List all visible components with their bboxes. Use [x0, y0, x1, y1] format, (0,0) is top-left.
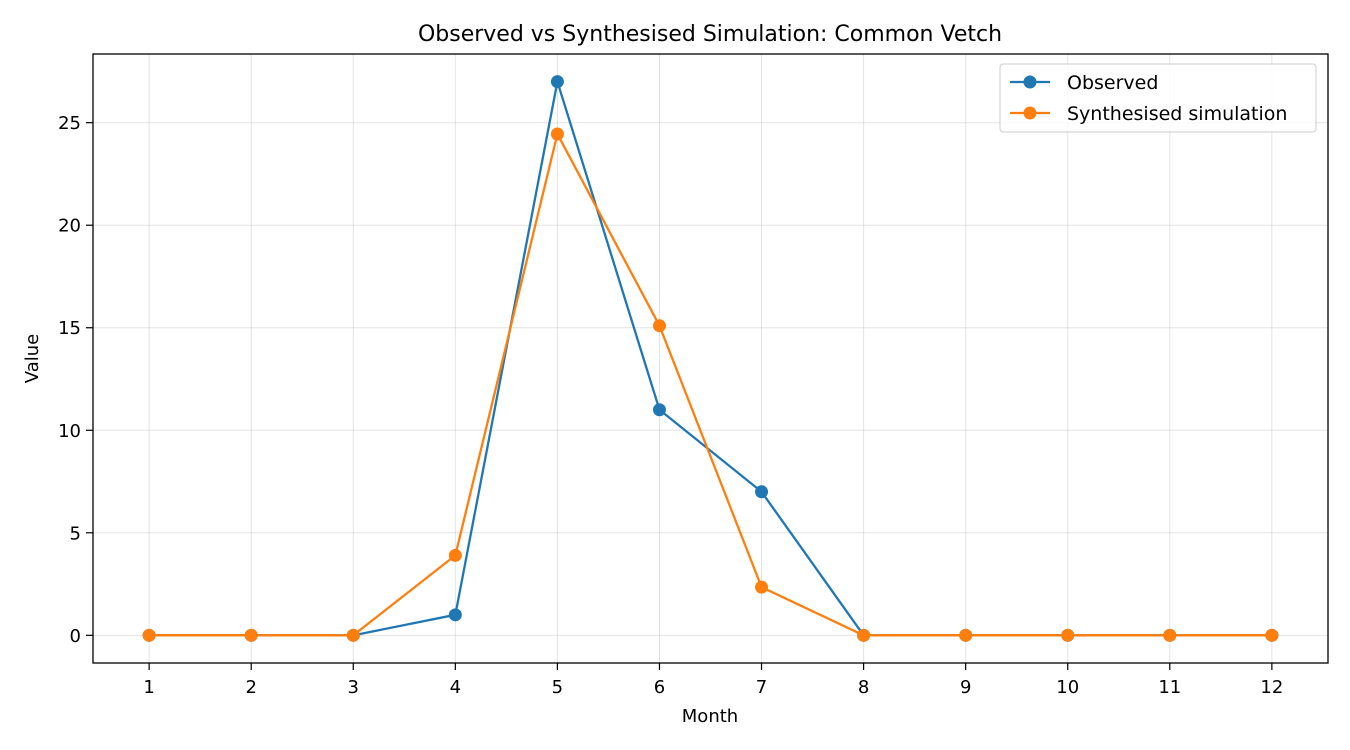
data-point [652, 403, 666, 417]
data-point [755, 580, 769, 594]
y-tick-label: 15 [58, 318, 81, 339]
plot-frame [92, 53, 1329, 664]
y-tick-label: 5 [70, 523, 81, 544]
data-point [959, 628, 973, 642]
y-tick-label: 25 [58, 113, 81, 134]
data-point [857, 628, 871, 642]
y-tick-label: 0 [70, 626, 81, 647]
x-tick-label: 10 [1056, 677, 1079, 698]
x-axis-label: Month [682, 706, 738, 727]
y-tick-label: 10 [58, 421, 81, 442]
data-point [550, 75, 564, 89]
data-point [755, 485, 769, 499]
x-tick-label: 9 [960, 677, 971, 698]
data-point [244, 628, 258, 642]
legend-marker [1023, 75, 1037, 89]
y-axis-label: Value [22, 334, 43, 383]
x-tick-label: 11 [1158, 677, 1181, 698]
x-tick-label: 2 [245, 677, 256, 698]
series-layer [142, 75, 1279, 642]
data-point [448, 548, 462, 562]
x-tick-label: 7 [756, 677, 767, 698]
data-point [652, 319, 666, 333]
x-tick-label: 1 [143, 677, 154, 698]
legend: Observed Synthesised simulation [999, 63, 1317, 133]
data-point [1061, 628, 1075, 642]
x-tick-label: 3 [348, 677, 359, 698]
data-point [448, 608, 462, 622]
series-line [149, 132, 1272, 637]
y-tick-label: 20 [58, 216, 81, 237]
x-tick-label: 4 [450, 677, 461, 698]
chart-title: Observed vs Synthesised Simulation: Comm… [418, 22, 1002, 47]
data-point [550, 127, 564, 141]
series-2 [142, 127, 1279, 642]
series-1 [142, 75, 1279, 642]
data-point [142, 628, 156, 642]
data-point [346, 628, 360, 642]
series-line [149, 80, 1272, 637]
grid [93, 54, 1328, 663]
legend-marker [1023, 106, 1037, 120]
legend-label: Observed [1067, 72, 1158, 94]
legend-frame [999, 63, 1317, 133]
x-tick-label: 5 [552, 677, 563, 698]
x-tick-label: 6 [654, 677, 665, 698]
x-tick-label: 12 [1260, 677, 1283, 698]
data-point [1163, 628, 1177, 642]
x-tick-label: 8 [858, 677, 869, 698]
legend-label: Synthesised simulation [1067, 103, 1287, 125]
data-point [1265, 628, 1279, 642]
